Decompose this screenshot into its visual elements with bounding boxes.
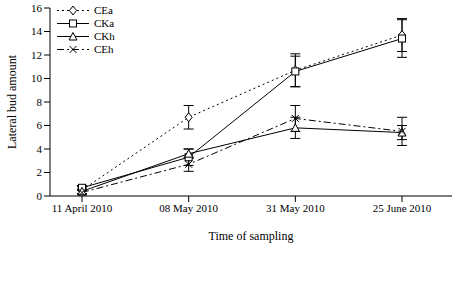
svg-text:Lateral bud amount: Lateral bud amount xyxy=(8,54,19,149)
svg-text:14: 14 xyxy=(31,25,43,37)
html-text:CKh: CKh xyxy=(94,30,115,42)
svg-text:11 April 2010: 11 April 2010 xyxy=(52,202,113,214)
svg-text:12: 12 xyxy=(31,49,42,61)
svg-text:31 May 2010: 31 May 2010 xyxy=(266,202,325,214)
svg-text:4: 4 xyxy=(37,143,43,155)
svg-text:25 June 2010: 25 June 2010 xyxy=(373,202,432,214)
svg-text:6: 6 xyxy=(37,119,43,131)
html-text:CEh: CEh xyxy=(94,43,114,55)
svg-text:0: 0 xyxy=(37,190,43,202)
html-text:CEa: CEa xyxy=(94,4,113,16)
svg-text:Time of sampling: Time of sampling xyxy=(209,229,294,243)
svg-text:8: 8 xyxy=(37,96,43,108)
html-text:CKa: CKa xyxy=(94,17,115,29)
svg-text:16: 16 xyxy=(31,2,43,14)
svg-text:08 May 2010: 08 May 2010 xyxy=(159,202,218,214)
svg-text:10: 10 xyxy=(31,72,43,84)
svg-text:2: 2 xyxy=(37,166,43,178)
